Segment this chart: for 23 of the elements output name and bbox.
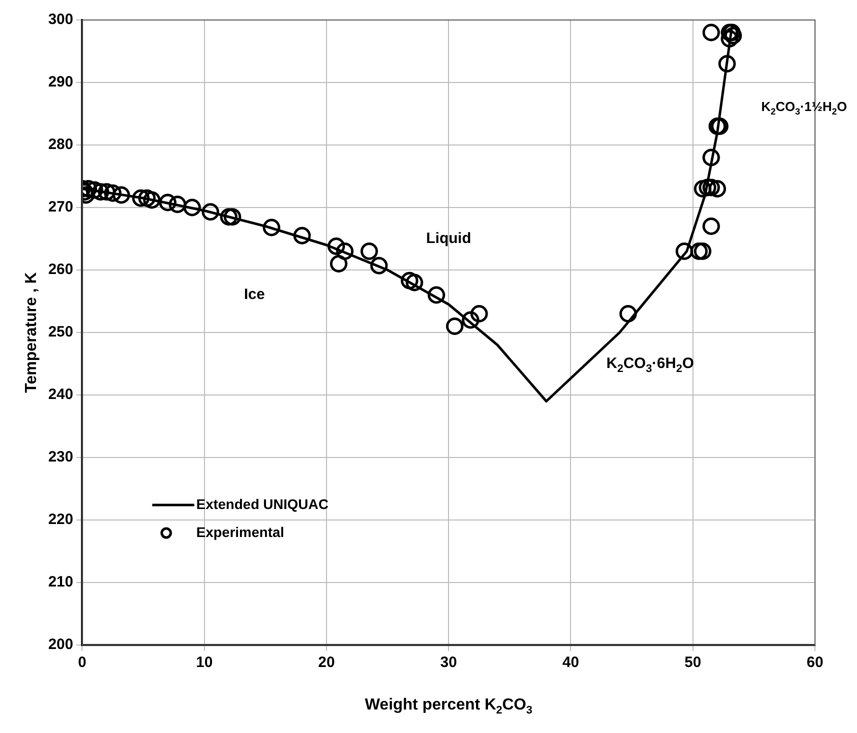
y-tick-label: 250 — [48, 324, 74, 341]
y-tick-label: 280 — [48, 136, 74, 154]
x-tick-label: 30 — [440, 654, 457, 672]
x-tick-label: 60 — [806, 654, 824, 672]
y-tick-label: 260 — [48, 261, 74, 278]
y-tick-label: 220 — [48, 511, 74, 528]
x-tick-label: 0 — [78, 654, 86, 672]
x-tick-label: 40 — [562, 654, 580, 672]
y-tick-label: 210 — [48, 574, 74, 591]
x-tick-label: 50 — [684, 654, 702, 672]
annotation: Ice — [244, 286, 265, 304]
x-tick-label: 20 — [318, 654, 335, 672]
annotation: Liquid — [426, 230, 472, 247]
y-tick-label: 270 — [48, 198, 74, 216]
y-tick-label: 230 — [48, 448, 74, 466]
y-tick-label: 300 — [48, 11, 74, 28]
legend-label: Extended UNIQUAC — [196, 496, 328, 512]
y-axis-title: Temperature , K — [23, 272, 40, 393]
x-tick-label: 10 — [196, 654, 213, 672]
y-tick-label: 200 — [48, 636, 74, 654]
y-tick-label: 290 — [48, 74, 74, 91]
y-tick-label: 240 — [48, 386, 74, 404]
legend-label: Experimental — [196, 524, 284, 540]
